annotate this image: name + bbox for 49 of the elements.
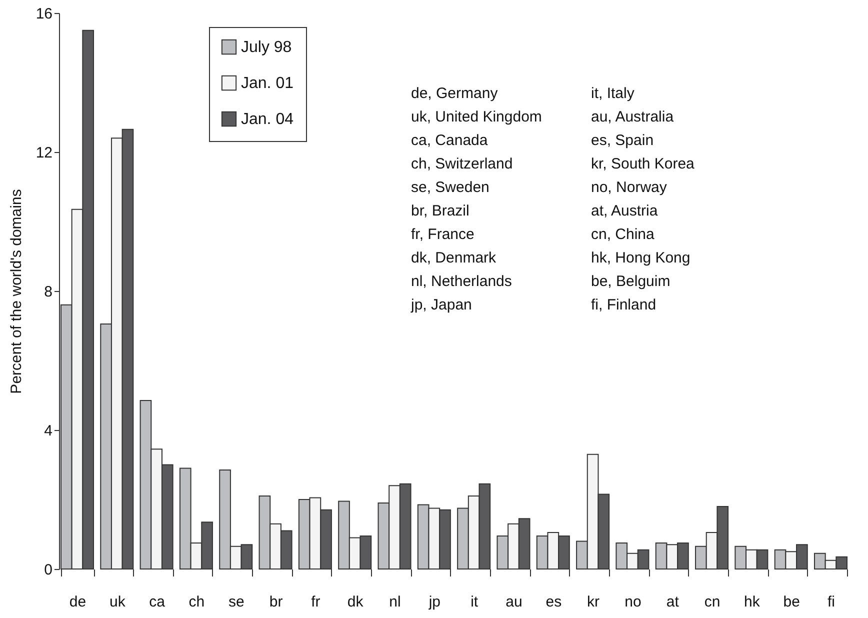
legend-label: Jan. 04 [241, 111, 294, 128]
annotation: se, Sweden [411, 179, 490, 196]
annotation: ca, Canada [411, 132, 488, 149]
x-tick-label: it [470, 594, 479, 610]
annotation: kr, South Korea [591, 156, 696, 172]
annotation: es, Spain [591, 132, 654, 149]
annotation: at, Austria [591, 202, 658, 220]
y-tick-label: 4 [44, 422, 52, 440]
annotation: no, Norway [591, 179, 668, 196]
x-tick-label: at [666, 594, 680, 610]
annotation: fr, France [411, 226, 474, 243]
x-tick-label: uk [109, 594, 126, 610]
x-tick-label: kr [587, 594, 600, 610]
annotation: fi, Finland [591, 296, 656, 314]
x-tick-label: dk [347, 594, 364, 610]
x-tick-label: hk [744, 594, 760, 610]
x-tick-label: nl [389, 594, 401, 610]
x-tick-label: es [546, 594, 562, 610]
annotation: it, Italy [591, 85, 635, 102]
y-tick-label: 16 [36, 6, 52, 22]
annotation: br, Brazil [411, 202, 470, 220]
annotation: au, Australia [591, 108, 674, 126]
x-tick-label: de [69, 594, 86, 610]
x-tick-label: fr [311, 594, 320, 610]
y-tick-label: 8 [44, 284, 52, 300]
y-tick-label: 0 [44, 562, 52, 578]
x-tick-label: ca [149, 594, 166, 610]
x-tick-label: cn [704, 594, 720, 610]
x-tick-label: be [783, 594, 800, 610]
annotation: be, Belguim [591, 273, 670, 290]
annotation: jp, Japan [410, 296, 472, 314]
annotation: cn, China [591, 226, 656, 243]
annotation: de, Germany [411, 85, 498, 102]
annotation: hk, Hong Kong [591, 250, 690, 266]
y-tick-label: 12 [36, 144, 52, 162]
x-tick-label: fi [828, 594, 836, 610]
legend-label: July 98 [241, 39, 292, 56]
annotation: dk, Denmark [411, 250, 497, 266]
x-tick-label: no [624, 594, 642, 610]
x-tick-label: au [506, 594, 522, 610]
x-tick-label: se [228, 594, 244, 610]
x-tick-label: ch [188, 594, 205, 610]
annotation: uk, United Kingdom [411, 108, 542, 126]
annotation: ch, Switzerland [411, 156, 513, 172]
x-tick-label: br [269, 594, 283, 610]
annotation: nl, Netherlands [411, 273, 512, 290]
legend-label: Jan. 01 [241, 75, 294, 92]
x-tick-label: jp [428, 594, 441, 610]
y-axis-title: Percent of the world's domains [8, 189, 25, 394]
